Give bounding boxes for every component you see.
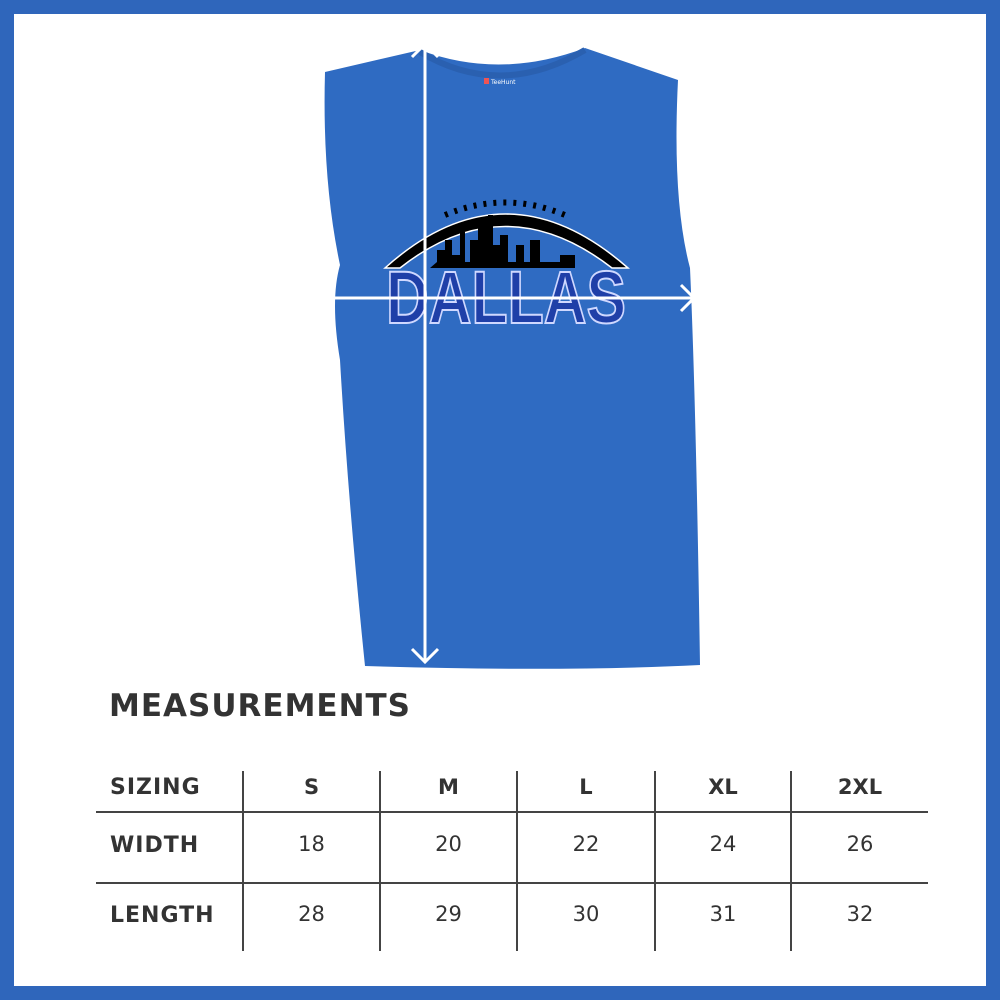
row-label-width: WIDTH	[110, 833, 200, 858]
length-value: 32	[846, 902, 874, 926]
column-divider	[379, 771, 381, 951]
column-divider	[516, 771, 518, 951]
tag-brand-text: TeeHunt	[490, 79, 516, 86]
width-value: 26	[846, 832, 874, 856]
column-divider	[242, 771, 244, 951]
width-value: 18	[298, 832, 325, 856]
header-size: XL	[708, 775, 738, 799]
width-arrow	[315, 283, 697, 313]
shirt-illustration: TeeHunt DALLAS	[315, 41, 700, 669]
length-value: 28	[298, 902, 325, 926]
football-laces	[443, 199, 567, 218]
skyline	[430, 215, 575, 268]
header-sizing: SIZING	[110, 775, 201, 800]
column-divider	[790, 771, 792, 951]
size-chart-table: SIZING S M L XL 2XL WIDTH 18 20 22 24 26…	[96, 771, 928, 951]
length-value: 30	[572, 902, 600, 926]
width-value: 24	[709, 832, 737, 856]
header-size: S	[303, 775, 320, 799]
row-divider	[96, 811, 928, 813]
header-size: M	[438, 775, 459, 799]
brand-tag: TeeHunt	[484, 78, 516, 86]
header-size: 2XL	[837, 775, 883, 799]
collar	[418, 47, 587, 79]
column-divider	[654, 771, 656, 951]
length-value: 29	[435, 902, 462, 926]
width-value: 20	[435, 832, 462, 856]
sleeveless-shirt	[324, 48, 700, 669]
header-size: L	[579, 775, 593, 799]
row-label-length: LENGTH	[110, 903, 215, 928]
row-divider	[96, 882, 928, 884]
measurements-title: MEASUREMENTS	[109, 688, 412, 724]
length-value: 31	[709, 902, 737, 926]
length-arrow	[410, 41, 440, 665]
width-value: 22	[572, 832, 600, 856]
